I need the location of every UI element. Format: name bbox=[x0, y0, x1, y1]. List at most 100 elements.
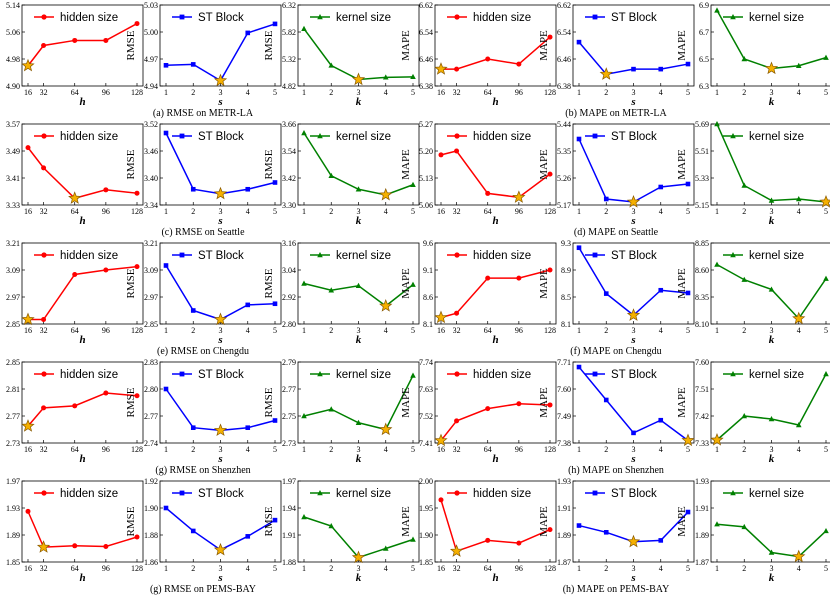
x-tick-label: 4 bbox=[659, 326, 663, 335]
y-axis-label: RMSE bbox=[263, 149, 275, 179]
y-axis-label: MAPE bbox=[400, 268, 412, 299]
x-tick-label: 1 bbox=[715, 88, 719, 97]
legend-label: ST Block bbox=[611, 369, 657, 381]
data-point bbox=[658, 184, 664, 190]
series-line bbox=[440, 499, 551, 553]
y-tick-label: 7.38 bbox=[557, 439, 571, 448]
x-tick-label: 16 bbox=[24, 88, 32, 97]
y-tick-label: 8.1 bbox=[423, 320, 433, 329]
plot-frame bbox=[434, 4, 557, 87]
y-tick-label: 3.46 bbox=[144, 147, 158, 156]
y-tick-label: 4.98 bbox=[6, 55, 20, 64]
y-tick-label: 7.74 bbox=[419, 358, 433, 367]
x-axis-label: k bbox=[769, 572, 775, 584]
y-tick-label: 2.73 bbox=[6, 439, 20, 448]
y-tick-label: 6.46 bbox=[419, 55, 433, 64]
legend-marker bbox=[41, 252, 47, 258]
x-tick-label: 2 bbox=[329, 88, 333, 97]
data-point bbox=[547, 267, 553, 273]
x-tick-label: 5 bbox=[824, 445, 828, 454]
data-point bbox=[301, 514, 307, 520]
x-axis-label: s bbox=[217, 96, 222, 108]
x-tick-label: 5 bbox=[686, 326, 690, 335]
data-point bbox=[576, 364, 582, 370]
chart-panel-21: 2.73 2.75 2.77 2.79 1 2 3 4 5 k RMSE kernel size bbox=[263, 358, 420, 465]
data-point bbox=[603, 291, 609, 296]
x-axis-label: h bbox=[492, 572, 498, 584]
y-tick-label: 5.35 bbox=[557, 147, 571, 156]
chart-panel-13: 2.852.973.093.2116326496128hRMSEhidden s… bbox=[6, 239, 249, 357]
data-point bbox=[328, 62, 335, 68]
data-point bbox=[355, 282, 362, 288]
x-tick-label: 128 bbox=[131, 564, 143, 573]
x-axis-label: h bbox=[492, 215, 498, 227]
data-point bbox=[410, 181, 416, 187]
data-point bbox=[485, 275, 491, 281]
x-tick-label: 1 bbox=[164, 326, 168, 335]
data-point bbox=[795, 62, 802, 68]
data-point bbox=[741, 182, 748, 188]
y-tick-label: 6.9 bbox=[699, 1, 709, 10]
best-point-star bbox=[379, 422, 393, 436]
x-tick-label: 5 bbox=[686, 207, 690, 216]
chart-panel-12: 5.15 5.33 5.51 5.69 1 2 3 4 5 k MAPE kernel size bbox=[676, 120, 830, 227]
data-point bbox=[355, 186, 362, 192]
x-tick-label: 5 bbox=[411, 207, 415, 216]
y-tick-label: 3.41 bbox=[6, 174, 20, 183]
x-tick-label: 16 bbox=[437, 564, 445, 573]
y-axis-label: MAPE bbox=[538, 149, 550, 180]
best-point-star bbox=[626, 195, 641, 208]
y-tick-label: 4.90 bbox=[6, 82, 20, 91]
data-point bbox=[245, 302, 251, 308]
legend-label: kernel size bbox=[749, 131, 804, 143]
y-axis-label: MAPE bbox=[400, 30, 412, 61]
data-point bbox=[603, 397, 609, 403]
data-point bbox=[103, 37, 109, 43]
data-point bbox=[823, 54, 829, 60]
data-point bbox=[103, 267, 109, 273]
x-axis-label: h bbox=[79, 96, 85, 108]
data-point bbox=[134, 264, 140, 270]
chart-panel-30: 1.87 1.89 1.91 1.93 1 2 3 4 5 k MAPE kernel size bbox=[676, 477, 830, 584]
y-tick-label: 1.88 bbox=[282, 558, 296, 567]
y-tick-label: 5.69 bbox=[695, 120, 709, 129]
data-point bbox=[714, 261, 720, 267]
x-tick-label: 64 bbox=[71, 564, 79, 573]
data-point bbox=[328, 172, 335, 178]
x-tick-label: 1 bbox=[577, 207, 581, 216]
legend-marker bbox=[730, 490, 736, 496]
data-point bbox=[41, 317, 47, 322]
chart-panel-3: 4.82 5.32 5.82 6.32 1 2 3 4 5 k RMSE kernel size bbox=[263, 1, 420, 108]
x-tick-label: 3 bbox=[770, 445, 774, 454]
data-point bbox=[190, 528, 196, 534]
data-point bbox=[485, 190, 491, 196]
x-tick-label: 64 bbox=[484, 88, 492, 97]
data-point bbox=[134, 21, 140, 27]
x-tick-label: 96 bbox=[102, 326, 110, 335]
x-tick-label: 4 bbox=[659, 445, 663, 454]
x-tick-label: 128 bbox=[544, 445, 556, 454]
x-tick-label: 1 bbox=[164, 88, 168, 97]
data-point bbox=[685, 61, 691, 67]
x-axis-label: k bbox=[769, 96, 775, 108]
legend-marker bbox=[41, 490, 47, 496]
best-point-star bbox=[626, 308, 641, 321]
x-tick-label: 1 bbox=[577, 564, 581, 573]
x-tick-label: 1 bbox=[577, 88, 581, 97]
legend-label: ST Block bbox=[198, 488, 244, 500]
best-point-star bbox=[36, 540, 51, 553]
y-tick-label: 1.93 bbox=[557, 477, 571, 486]
chart-panel-1: 4.904.985.065.1416326496128hRMSEhidden s… bbox=[6, 1, 254, 119]
x-tick-label: 16 bbox=[437, 445, 445, 454]
legend-label: kernel size bbox=[749, 369, 804, 381]
legend-marker bbox=[592, 14, 598, 20]
y-axis-label: MAPE bbox=[538, 268, 550, 299]
series-line bbox=[28, 265, 138, 321]
x-tick-label: 32 bbox=[40, 207, 48, 216]
x-axis-label: h bbox=[79, 572, 85, 584]
data-point bbox=[301, 130, 307, 136]
y-tick-label: 4.94 bbox=[144, 82, 158, 91]
plot-frame bbox=[434, 480, 557, 563]
data-point bbox=[163, 130, 169, 136]
data-point bbox=[245, 30, 251, 36]
